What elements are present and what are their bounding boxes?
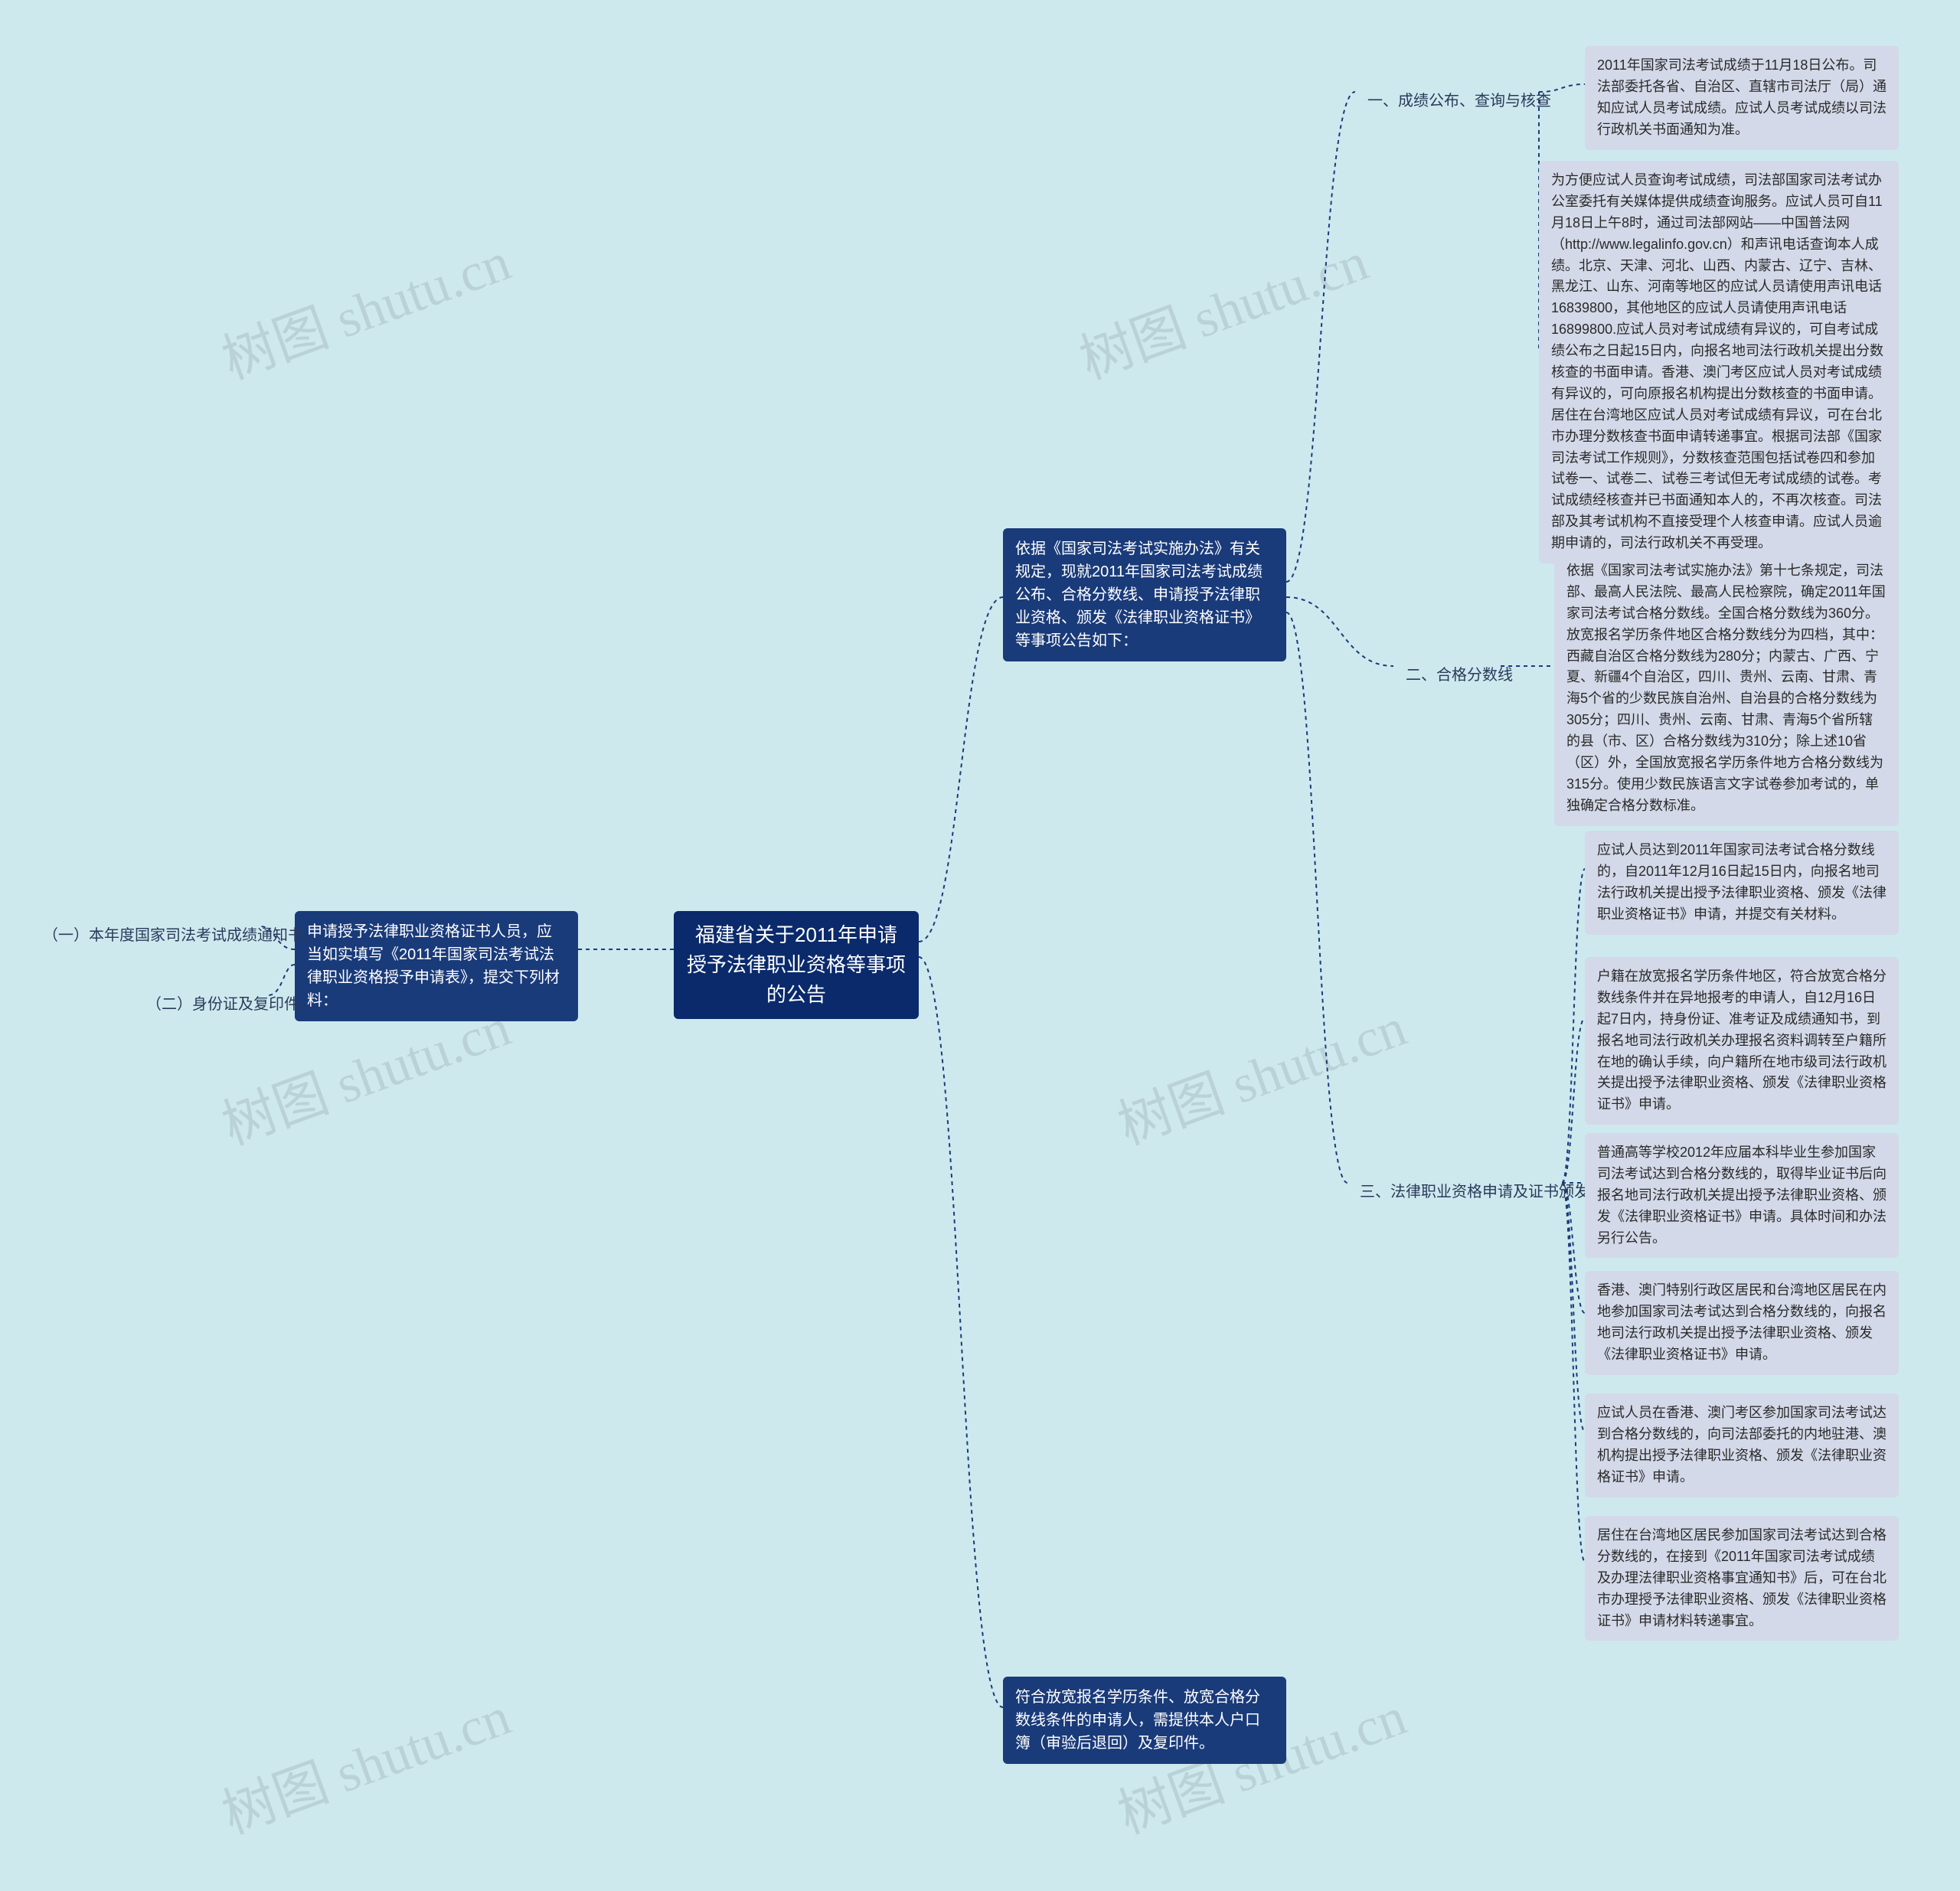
section-1-label: 一、成绩公布、查询与核查	[1355, 80, 1563, 122]
watermark: 树图 shutu.cn	[1106, 985, 1416, 1160]
left-leaf-1: （一）本年度国家司法考试成绩通知书。	[31, 915, 331, 956]
section-2-leaf-a: 依据《国家司法考试实施办法》第十七条规定，司法部、最高人民法院、最高人民检察院，…	[1554, 551, 1899, 826]
section-1-leaf-b: 为方便应试人员查询考试成绩，司法部国家司法考试办公室委托有关媒体提供成绩查询服务…	[1539, 161, 1899, 563]
section-2-label: 二、合格分数线	[1393, 655, 1525, 696]
right-branch-2: 符合放宽报名学历条件、放宽合格分数线条件的申请人，需提供本人户口簿（审验后退回）…	[1003, 1677, 1286, 1764]
section-3-leaf-f: 居住在台湾地区居民参加国家司法考试达到合格分数线的，在接到《2011年国家司法考…	[1585, 1516, 1899, 1641]
root-node: 福建省关于2011年申请授予法律职业资格等事项的公告	[674, 911, 919, 1019]
section-3-leaf-b: 户籍在放宽报名学历条件地区，符合放宽合格分数线条件并在异地报考的申请人，自12月…	[1585, 957, 1899, 1125]
left-leaf-2: （二）身份证及复印件。	[134, 984, 327, 1025]
section-3-leaf-d: 香港、澳门特别行政区居民和台湾地区居民在内地参加国家司法考试达到合格分数线的，向…	[1585, 1271, 1899, 1375]
right-branch-1: 依据《国家司法考试实施办法》有关规定，现就2011年国家司法考试成绩公布、合格分…	[1003, 528, 1286, 661]
section-3-leaf-c: 普通高等学校2012年应届本科毕业生参加国家司法考试达到合格分数线的，取得毕业证…	[1585, 1133, 1899, 1258]
section-3-leaf-a: 应试人员达到2011年国家司法考试合格分数线的，自2011年12月16日起15日…	[1585, 831, 1899, 935]
watermark: 树图 shutu.cn	[211, 219, 520, 394]
section-1-leaf-a: 2011年国家司法考试成绩于11月18日公布。司法部委托各省、自治区、直辖市司法…	[1585, 46, 1899, 150]
section-3-leaf-e: 应试人员在香港、澳门考区参加国家司法考试达到合格分数线的，向司法部委托的内地驻港…	[1585, 1393, 1899, 1497]
section-3-label: 三、法律职业资格申请及证书颁发	[1348, 1171, 1602, 1213]
watermark: 树图 shutu.cn	[211, 1674, 520, 1849]
left-branch-node: 申请授予法律职业资格证书人员，应当如实填写《2011年国家司法考试法律职业资格授…	[295, 911, 578, 1021]
watermark: 树图 shutu.cn	[1068, 219, 1377, 394]
